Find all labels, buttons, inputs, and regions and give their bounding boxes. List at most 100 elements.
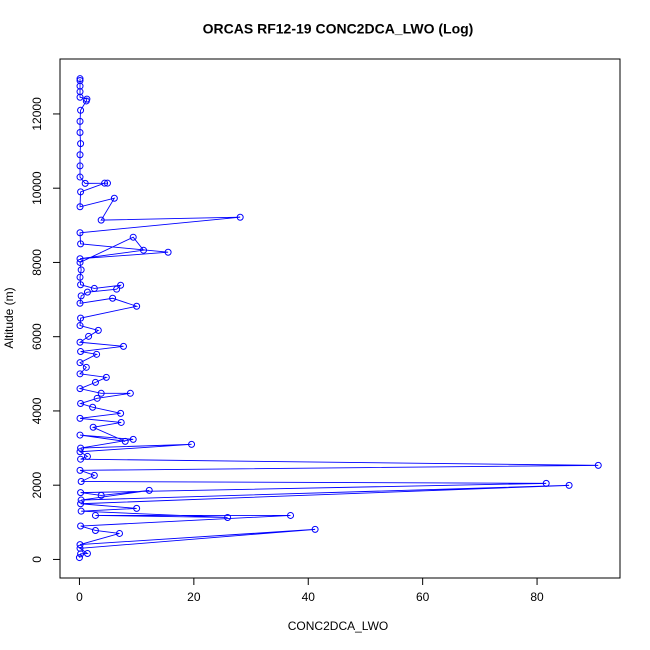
plot-frame — [59, 58, 621, 579]
data-point — [119, 342, 127, 350]
data-point — [76, 322, 84, 330]
data-point — [76, 77, 84, 85]
data-point — [565, 481, 573, 489]
data-point — [77, 522, 85, 530]
data-point — [89, 423, 97, 431]
data-point — [594, 461, 602, 469]
data-point — [83, 452, 91, 460]
data-point — [117, 281, 125, 289]
y-tick-label: 10000 — [30, 171, 44, 205]
data-point — [93, 394, 101, 402]
data-point — [77, 140, 85, 148]
y-tick-label: 8000 — [30, 249, 44, 276]
data-point — [76, 173, 84, 181]
data-point — [77, 489, 85, 497]
data-point — [97, 389, 105, 397]
data-point — [101, 179, 109, 187]
data-point — [76, 541, 84, 549]
data-point — [76, 370, 84, 378]
data-point — [76, 359, 84, 367]
data-point — [76, 273, 84, 281]
data-point — [77, 500, 85, 508]
data-point — [83, 95, 91, 103]
y-tick-label: 0 — [30, 556, 44, 563]
data-point — [164, 248, 172, 256]
data-point — [77, 106, 85, 114]
data-point — [117, 418, 125, 426]
x-tick-label: 80 — [530, 590, 544, 604]
data-point — [129, 233, 137, 241]
data-point — [236, 213, 244, 221]
data-point — [77, 266, 85, 274]
x-tick-label: 60 — [416, 590, 430, 604]
data-point — [77, 188, 85, 196]
data-point — [76, 162, 84, 170]
data-point — [90, 471, 98, 479]
data-point — [77, 240, 85, 248]
data-point — [77, 292, 85, 300]
data-point — [77, 455, 85, 463]
data-point — [76, 203, 84, 211]
data-point — [113, 285, 121, 293]
data-point — [77, 496, 85, 504]
data-point — [140, 246, 148, 254]
data-point — [103, 179, 111, 187]
data-point — [77, 477, 85, 485]
data-point — [76, 75, 84, 83]
data-point — [76, 466, 84, 474]
data-point — [91, 511, 99, 519]
data-point — [115, 529, 123, 537]
x-tick-label: 20 — [187, 590, 201, 604]
data-point — [76, 129, 84, 137]
data-point — [90, 284, 98, 292]
data-point — [76, 544, 84, 552]
data-point — [83, 288, 91, 296]
data-point — [311, 525, 319, 533]
data-point — [109, 294, 117, 302]
data-point — [76, 338, 84, 346]
data-point — [89, 403, 97, 411]
y-axis-label: Altitude (m) — [2, 287, 16, 348]
chart-title: ORCAS RF12-19 CONC2DCA_LWO (Log) — [203, 21, 474, 37]
data-point — [117, 409, 125, 417]
data-point — [76, 229, 84, 237]
data-point — [76, 385, 84, 393]
data-point — [77, 348, 85, 356]
data-point — [224, 513, 232, 521]
y-tick-label: 6000 — [30, 323, 44, 350]
data-point — [97, 216, 105, 224]
data-point — [76, 431, 84, 439]
data-point — [121, 437, 129, 445]
x-tick-label: 40 — [302, 590, 316, 604]
data-point — [77, 400, 85, 408]
data-point — [76, 258, 84, 266]
data-point — [85, 332, 93, 340]
data-point — [77, 314, 85, 322]
y-tick-label: 4000 — [30, 397, 44, 424]
data-point — [81, 179, 89, 187]
y-tick-label: 12000 — [30, 97, 44, 131]
data-point — [110, 194, 118, 202]
data-point — [76, 151, 84, 159]
data-point — [77, 507, 85, 515]
data-point — [82, 363, 90, 371]
data-point — [542, 479, 550, 487]
x-axis-label: CONC2DCA_LWO — [288, 619, 388, 633]
data-point — [102, 373, 110, 381]
data-point — [75, 554, 83, 562]
data-point — [76, 448, 84, 456]
data-point — [77, 281, 85, 289]
data-point — [133, 302, 141, 310]
data-point — [188, 440, 196, 448]
data-point — [91, 526, 99, 534]
data-point — [287, 511, 295, 519]
data-line — [78, 78, 599, 558]
data-point — [83, 549, 91, 557]
data-point — [133, 504, 141, 512]
data-point — [76, 117, 84, 125]
data-point — [76, 299, 84, 307]
data-point — [93, 350, 101, 358]
x-tick-label: 0 — [76, 590, 83, 604]
y-tick-label: 2000 — [30, 472, 44, 499]
